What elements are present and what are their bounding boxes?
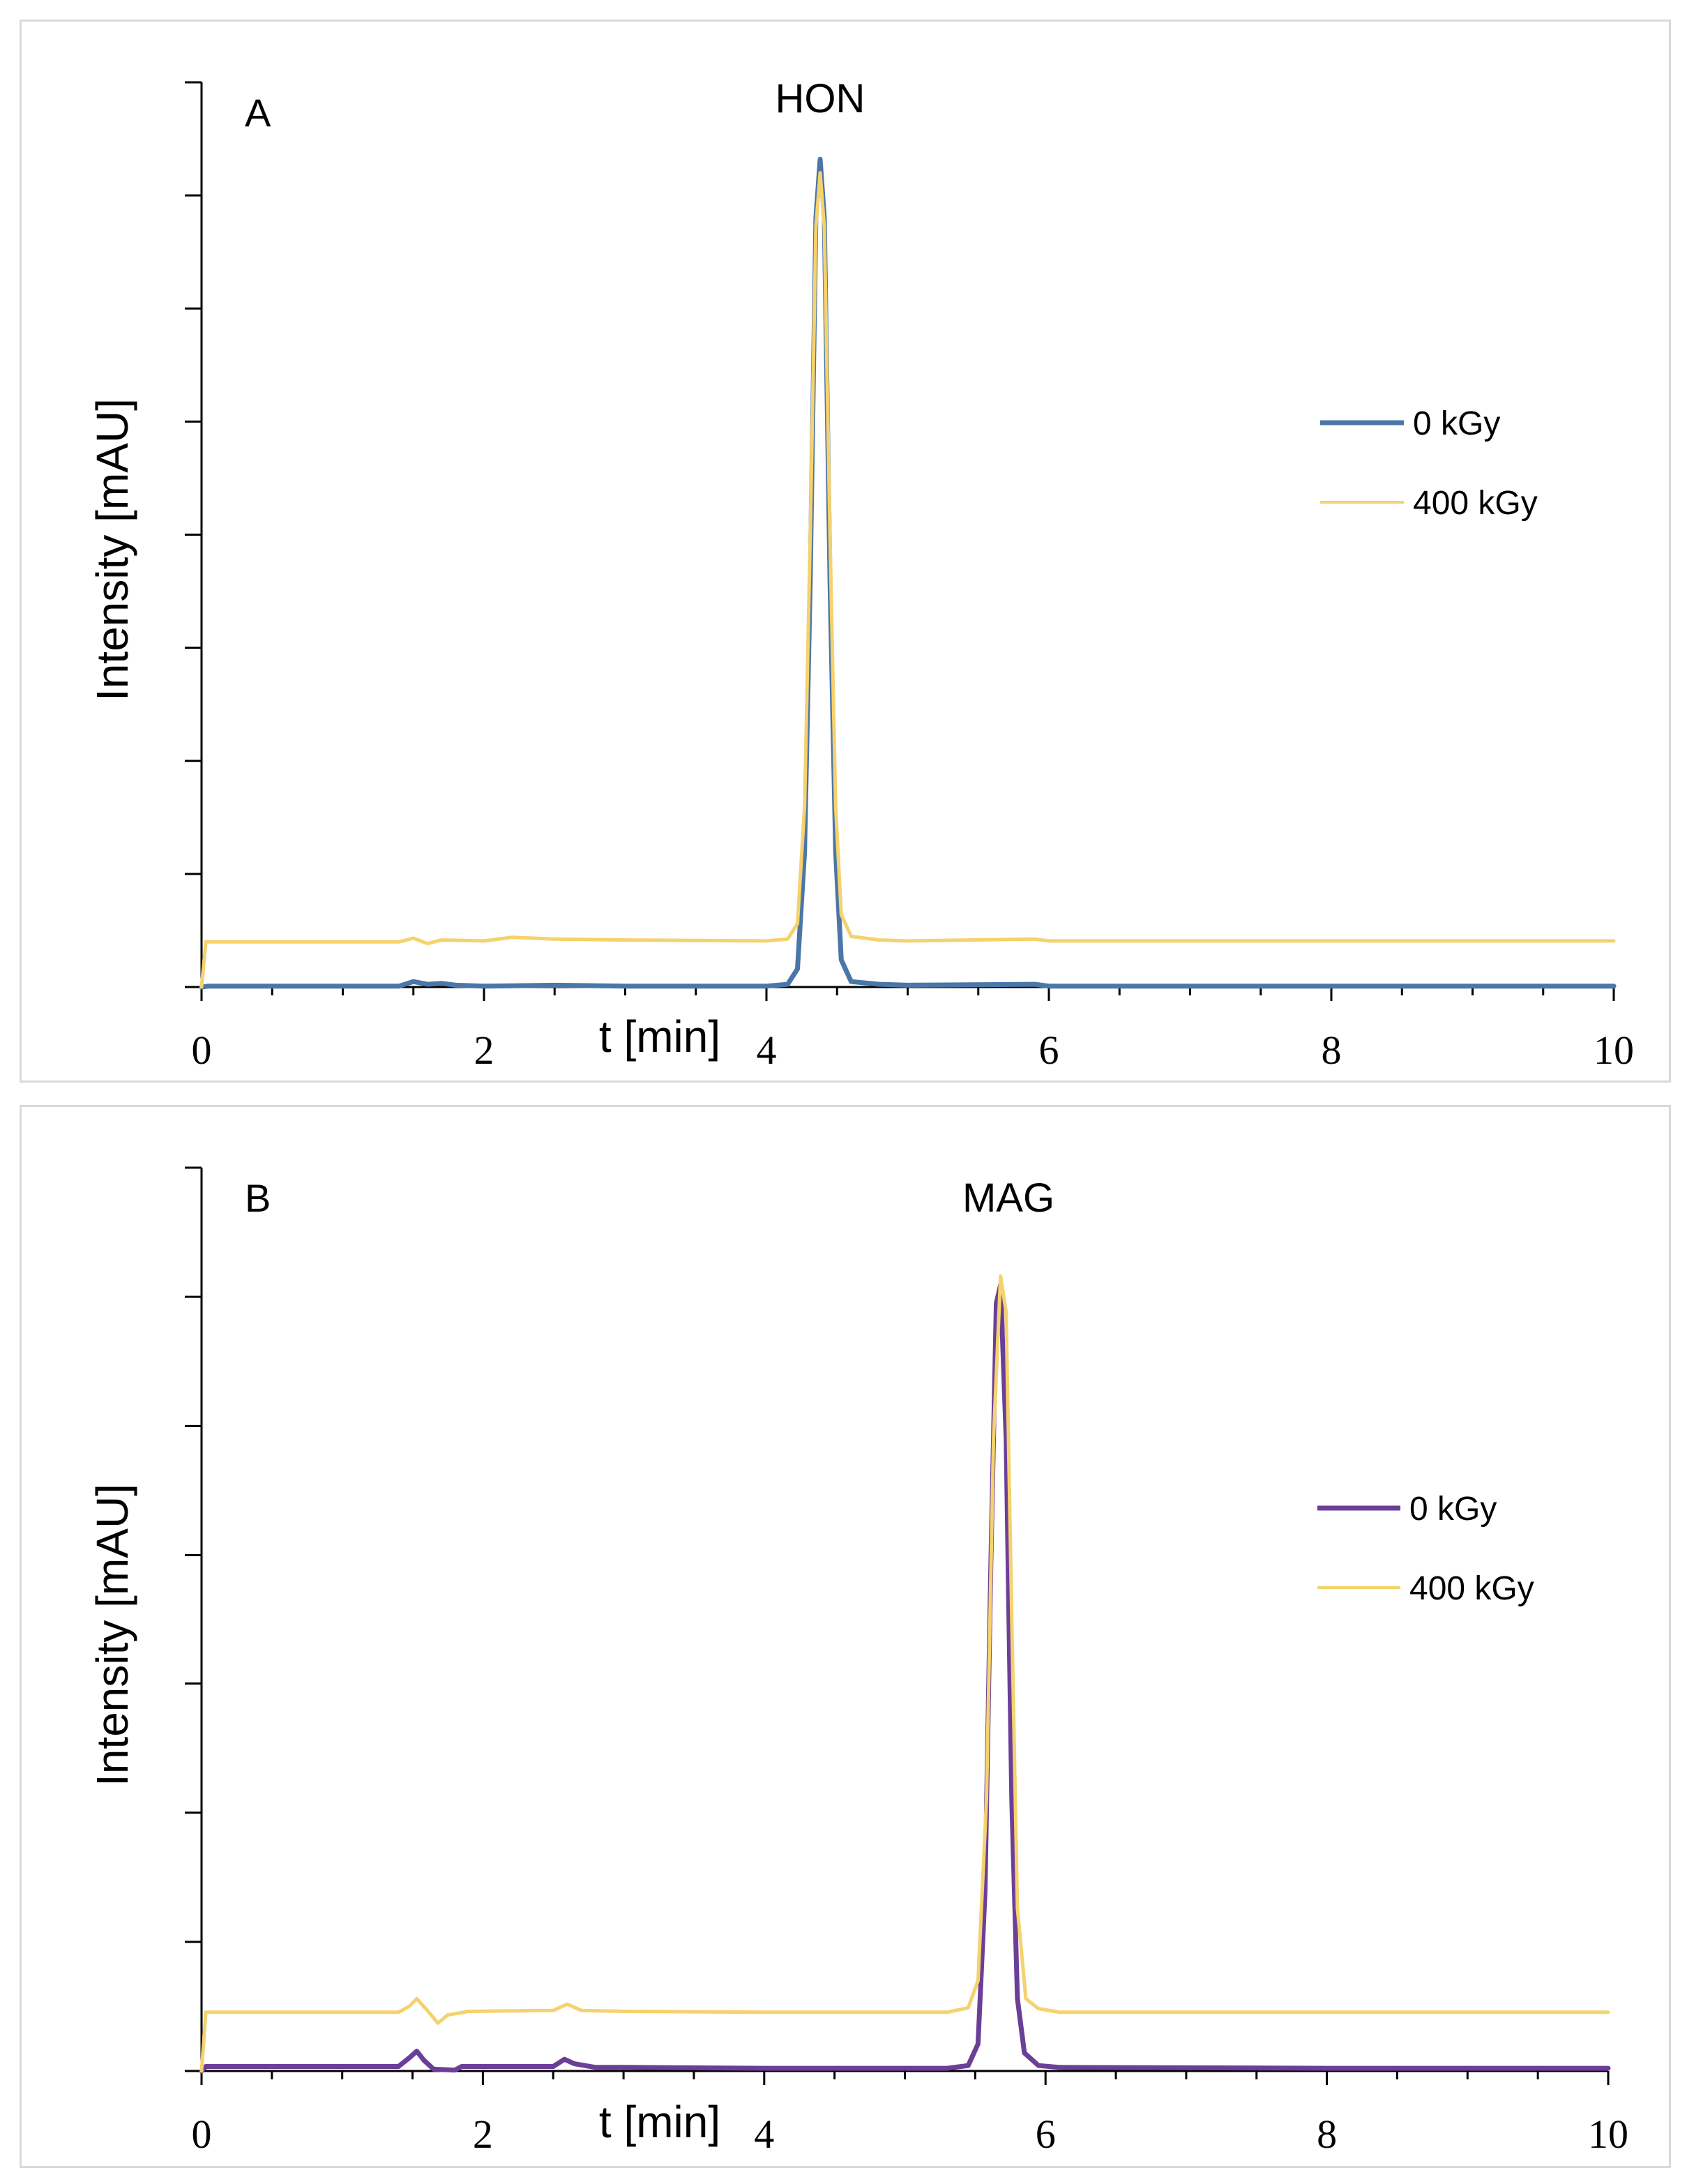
x-tick-label: 8 — [1322, 1027, 1342, 1073]
peak-annotation: MAG — [962, 1175, 1054, 1221]
chart-panel-a: 0 2 4 6 8 10 t [min] Intensity [mAU] A HON 0 kGy 40… — [20, 20, 1671, 1083]
x-tick-label: 4 — [754, 2111, 774, 2157]
x-tick-label: 2 — [473, 2111, 493, 2157]
chart-panel-b: 0 2 4 6 8 10 t [min] Intensity [mAU] B MAG 0 kGy 40… — [20, 1105, 1671, 2168]
x-tick-label: 10 — [1594, 1027, 1634, 1073]
series-line-second — [199, 171, 1616, 989]
legend-label: 400 kGy — [1409, 1570, 1534, 1607]
y-axis-title: Intensity [mAU] — [87, 1484, 137, 1786]
x-tick-label: 4 — [757, 1027, 777, 1073]
series-line-second — [199, 1274, 1610, 2073]
x-tick-label: 8 — [1317, 2111, 1337, 2157]
peak-annotation: HON — [776, 76, 865, 121]
legend-label: 400 kGy — [1413, 485, 1538, 522]
panel-letter: B — [245, 1176, 271, 1220]
series-line-first — [199, 1282, 1611, 2074]
chart-a-svg: 0 2 4 6 8 10 t [min] Intensity [mAU] A HON 0 kGy 40… — [87, 76, 1634, 1073]
x-axis-title: t [min] — [599, 1011, 720, 1062]
panel-letter: A — [245, 91, 271, 135]
x-tick-label: 0 — [192, 1027, 212, 1073]
x-tick-label: 6 — [1036, 2111, 1056, 2157]
x-axis-title: t [min] — [599, 2097, 720, 2147]
x-tick-label: 10 — [1588, 2111, 1628, 2157]
x-tick-label: 2 — [474, 1027, 494, 1073]
y-axis-title: Intensity [mAU] — [87, 398, 137, 701]
x-tick-label: 0 — [192, 2111, 212, 2157]
series-line-first — [199, 156, 1617, 990]
x-tick-label: 6 — [1039, 1027, 1059, 1073]
legend-label: 0 kGy — [1413, 405, 1500, 442]
chart-b-svg: 0 2 4 6 8 10 t [min] Intensity [mAU] B MAG 0 kGy 40… — [87, 1166, 1628, 2157]
legend-label: 0 kGy — [1409, 1491, 1497, 1528]
